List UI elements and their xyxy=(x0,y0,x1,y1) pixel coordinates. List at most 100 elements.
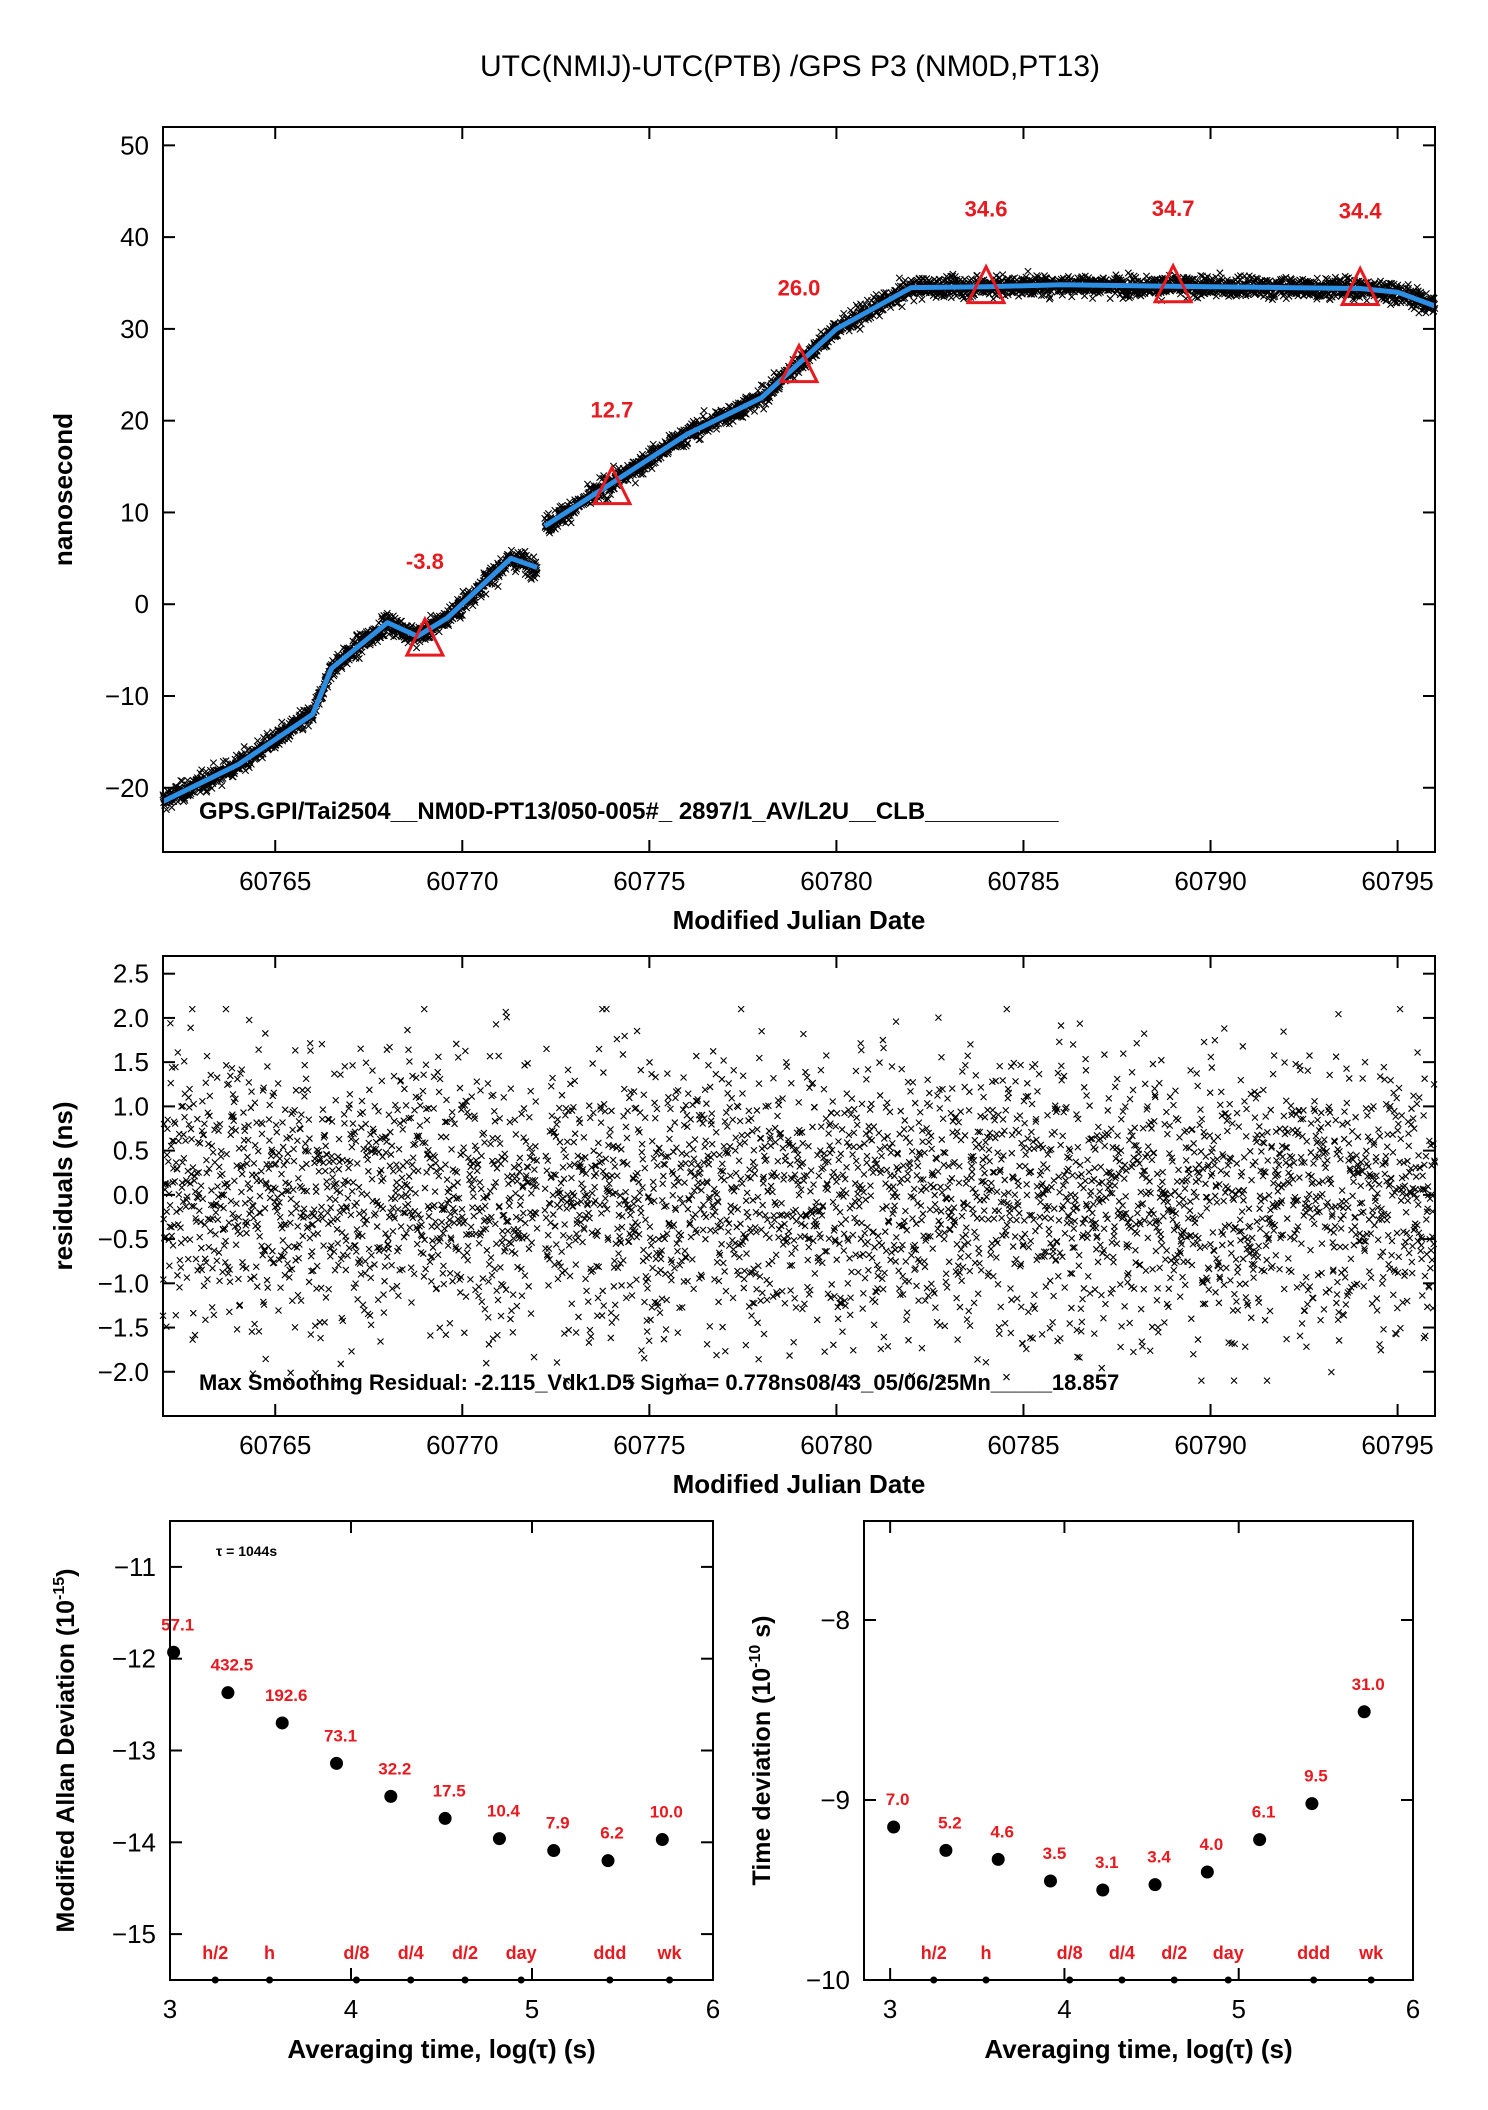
residual-point xyxy=(432,1154,438,1160)
residual-point xyxy=(266,1117,272,1123)
residual-point xyxy=(209,1265,215,1271)
residual-point xyxy=(259,1131,265,1137)
time-difference-point xyxy=(1364,297,1370,303)
residual-point xyxy=(488,1255,494,1261)
residual-point xyxy=(337,1072,343,1078)
residual-point xyxy=(186,1104,192,1110)
residual-point xyxy=(354,1160,360,1166)
residual-point xyxy=(457,1085,463,1091)
residual-point xyxy=(470,1187,476,1193)
residual-point xyxy=(482,1306,488,1312)
residual-point xyxy=(379,1078,385,1084)
time-difference-point xyxy=(568,520,574,526)
residual-point xyxy=(405,1047,411,1053)
residual-point xyxy=(262,1030,268,1036)
residual-point xyxy=(178,1225,184,1231)
residual-point xyxy=(500,1282,506,1288)
residual-point xyxy=(315,1217,321,1223)
residual-point xyxy=(319,1041,325,1047)
residual-point xyxy=(307,1040,313,1046)
residual-point xyxy=(164,1152,170,1158)
residual-point xyxy=(542,1186,548,1192)
residual-point xyxy=(464,1109,470,1115)
residual-point xyxy=(273,1122,279,1128)
residual-point xyxy=(493,1021,499,1027)
residual-point xyxy=(242,1128,248,1134)
residual-point xyxy=(482,1203,488,1209)
residual-point xyxy=(249,1329,255,1335)
residual-point xyxy=(420,1251,426,1257)
residual-point xyxy=(259,1243,265,1249)
residual-point xyxy=(213,1231,219,1237)
residual-point xyxy=(363,1121,369,1127)
residual-point xyxy=(433,1160,439,1166)
residual-point xyxy=(274,1129,280,1135)
residual-point xyxy=(348,1212,354,1218)
residual-point xyxy=(246,1017,252,1023)
residual-point xyxy=(494,1288,500,1294)
residual-point xyxy=(345,1195,351,1201)
residual-point xyxy=(367,1131,373,1137)
residual-point xyxy=(241,1145,247,1151)
residual-point xyxy=(197,1234,203,1240)
residual-point xyxy=(531,1167,537,1173)
residual-point xyxy=(207,1093,213,1099)
residual-point xyxy=(169,1233,175,1239)
residual-point xyxy=(290,1127,296,1133)
residual-point xyxy=(386,1246,392,1252)
residual-point xyxy=(363,1060,369,1066)
residual-point xyxy=(288,1196,294,1202)
residual-point xyxy=(499,1240,505,1246)
residual-point xyxy=(424,1117,430,1123)
residual-point xyxy=(390,1228,396,1234)
residual-point xyxy=(494,1332,500,1338)
residual-point xyxy=(252,1100,258,1106)
residual-point xyxy=(326,1286,332,1292)
residual-point xyxy=(384,1254,390,1260)
residual-point xyxy=(287,1220,293,1226)
residual-point xyxy=(298,1112,304,1118)
residual-point xyxy=(358,1125,364,1131)
residual-point xyxy=(490,1336,496,1342)
residual-point xyxy=(223,1238,229,1244)
residual-point xyxy=(208,1072,214,1078)
residual-point xyxy=(465,1243,471,1249)
residual-point xyxy=(428,1278,434,1284)
residual-point xyxy=(285,1261,291,1267)
residual-point xyxy=(507,1119,513,1125)
residual-point xyxy=(477,1179,483,1185)
time-difference-x-tick-label: 60765 xyxy=(239,866,311,896)
residual-point xyxy=(320,1215,326,1221)
residual-point xyxy=(401,1086,407,1092)
residual-point xyxy=(421,1273,427,1279)
residual-point xyxy=(335,1262,341,1268)
residual-point xyxy=(432,1219,438,1225)
residual-point xyxy=(300,1233,306,1239)
residual-point xyxy=(453,1041,459,1047)
residual-point xyxy=(343,1238,349,1244)
residual-point xyxy=(253,1264,259,1270)
residual-point xyxy=(325,1210,331,1216)
residual-point xyxy=(375,1297,381,1303)
residual-point xyxy=(443,1134,449,1140)
residual-point xyxy=(166,1263,172,1269)
residual-point xyxy=(410,1155,416,1161)
residual-point xyxy=(266,1137,272,1143)
residual-point xyxy=(258,1178,264,1184)
residual-point xyxy=(251,1160,257,1166)
residual-point xyxy=(257,1233,263,1239)
residual-point xyxy=(400,1126,406,1132)
residual-point xyxy=(415,1168,421,1174)
residual-point xyxy=(331,1071,337,1077)
residual-point xyxy=(389,1143,395,1149)
residual-point xyxy=(336,1136,342,1142)
residual-point xyxy=(183,1138,189,1144)
residual-point xyxy=(528,1190,534,1196)
residual-point xyxy=(174,1272,180,1278)
residual-point xyxy=(431,1202,437,1208)
residual-point xyxy=(468,1224,474,1230)
time-difference-y-tick-label: 20 xyxy=(120,406,149,436)
